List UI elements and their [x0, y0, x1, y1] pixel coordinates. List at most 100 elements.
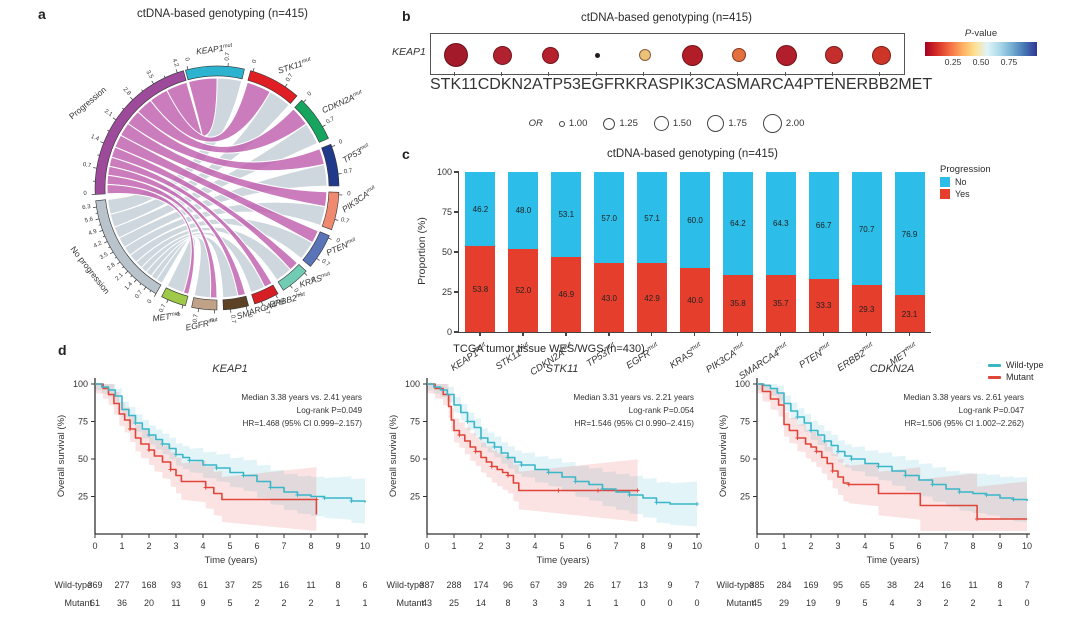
legend-no-swatch: [940, 177, 950, 187]
gene-label: STK11mut: [277, 55, 313, 75]
dot-axis-tick: [642, 72, 644, 76]
bar-yes-value: 52.0: [515, 286, 532, 296]
arc-tick-label: 5.6: [84, 216, 94, 224]
km-x-tick-label: 2: [146, 541, 151, 551]
risk-count: 43: [422, 598, 432, 608]
arc-tick-label: 0.7: [82, 162, 92, 169]
dot-category-label: KRAS: [625, 76, 669, 93]
arc-tick: [112, 117, 117, 121]
dot-axis-tick: [784, 72, 786, 76]
km-x-tick-label: 4: [532, 541, 537, 551]
arc-tick-label: 0.7: [292, 288, 302, 299]
or-legend-circle: [653, 116, 669, 131]
km-x-tick-label: 5: [889, 541, 894, 551]
risk-count: 38: [887, 580, 897, 590]
km-x-tick-label: 10: [1022, 541, 1032, 551]
arc-tick: [290, 285, 293, 289]
arc-tick-label: 0: [347, 191, 351, 197]
km-annotation-line: HR=1.546 (95% CI 0.990–2.415): [575, 419, 695, 428]
pvalue-colorbar: P-value 0.25 0.50 0.75: [925, 28, 1037, 68]
bar-no-value: 57.1: [644, 213, 660, 223]
arc-tick-label: 2.8: [106, 262, 117, 272]
stacked-bar-plot: 0 25 50 75 100 46.2 53.8 48.0 52.0 53.1 46.9 57.0 43…: [437, 167, 931, 337]
km-x-tick-label: 5: [559, 541, 564, 551]
bar-no-value: 57.0: [601, 213, 617, 223]
dot-axis-tick: [548, 72, 550, 76]
ribbon-progression: [137, 99, 307, 154]
km-y-label: Overall survival (%): [388, 415, 399, 497]
arc-tick-label: 0: [210, 318, 216, 322]
arc-tick-label: 0.7: [193, 313, 200, 323]
km-annotation-line: Median 3.38 years vs. 2.41 years: [241, 393, 362, 402]
risk-count: 8: [505, 598, 510, 608]
bar-yes-value: 42.9: [644, 293, 660, 303]
arc-tick: [99, 230, 103, 232]
risk-count: 5: [227, 598, 232, 608]
bar-yes-segment: [594, 263, 625, 332]
risk-count: 288: [446, 580, 461, 590]
risk-count: 2: [943, 598, 948, 608]
risk-count: 168: [141, 580, 156, 590]
bar-no-value: 60.0: [687, 216, 703, 225]
gene-label: EGFRmut: [185, 316, 220, 333]
arc-gene: [191, 297, 218, 311]
arc-gene: [161, 287, 189, 307]
ci-band-mutant: [95, 384, 317, 531]
arc-tick-label: 0.7: [285, 72, 295, 83]
km-annotation-line: HR=1.506 (95% CI 1.002–2.262): [905, 419, 1025, 428]
arc-tick: [107, 129, 110, 132]
mutant-label: Mutant: [1006, 372, 1034, 382]
bar-yes-segment: [508, 248, 539, 332]
arc-tick-label: 0.7: [262, 306, 271, 317]
arc-tick: [130, 275, 133, 278]
risk-row-label-wild: Wild-type: [54, 580, 92, 590]
dot-category-label: SMARCA4: [725, 76, 804, 93]
risk-count: 284: [776, 580, 791, 590]
arc-tick-label: 3.5: [99, 251, 110, 261]
km-annotation-line: Median 3.31 years vs. 2.21 years: [573, 393, 694, 402]
risk-count: 45: [752, 598, 762, 608]
arc-tick: [334, 219, 339, 221]
bar-no-value: 76.9: [901, 229, 918, 239]
risk-count: 2: [308, 598, 313, 608]
risk-count: 36: [117, 598, 127, 608]
arc-tick-label: 0: [147, 298, 154, 304]
arc-tick-label: 4.2: [171, 58, 180, 68]
panel-d-label: d: [58, 342, 67, 358]
ribbon-progression: [149, 81, 271, 143]
km-y-tick-label: 75: [78, 417, 88, 427]
km-x-tick-label: 0: [424, 541, 429, 551]
km-x-tick-label: 9: [335, 541, 340, 551]
arc-tick: [304, 272, 308, 276]
or-dot-KRAS: [638, 49, 651, 61]
arc-tick: [95, 218, 100, 221]
risk-count: 3: [532, 598, 537, 608]
bar-no-segment: [680, 172, 710, 268]
km-x-tick-label: 10: [360, 541, 370, 551]
arc-tick: [141, 89, 144, 92]
dot-axis-tick: [500, 72, 502, 76]
dot-axis-tick: [737, 72, 739, 76]
arc-tick-label: 0: [83, 191, 87, 197]
legend-yes-label: Yes: [955, 189, 970, 199]
legend-no-label: No: [955, 177, 967, 187]
risk-count: 385: [749, 580, 764, 590]
risk-row-label-wild: Wild-type: [386, 580, 424, 590]
c-y-tick: [454, 251, 459, 253]
dot-category-label: TP53: [542, 76, 581, 93]
arc-tick: [252, 68, 255, 72]
risk-count: 7: [694, 580, 699, 590]
risk-count: 369: [87, 580, 102, 590]
km-x-tick-label: 7: [943, 541, 948, 551]
dot-category-label: EGFR: [580, 76, 626, 93]
ribbon-progression: [107, 165, 247, 297]
risk-count: 11: [306, 580, 315, 590]
risk-count: 387: [419, 580, 434, 590]
or-dot-PTEN: [776, 44, 798, 66]
risk-count: 174: [473, 580, 488, 590]
bar-no-segment: [551, 172, 582, 257]
km-x-tick-label: 8: [970, 541, 975, 551]
bar-yes-value: 29.3: [858, 304, 875, 314]
